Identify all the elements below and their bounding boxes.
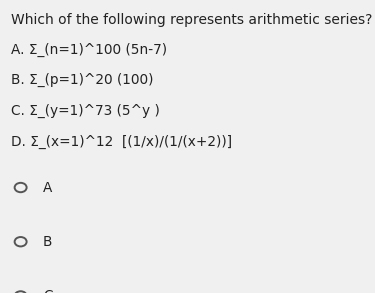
- Text: C. Σ_(y=1)^73 (5^y ): C. Σ_(y=1)^73 (5^y ): [11, 104, 160, 118]
- Text: A: A: [43, 180, 52, 195]
- Text: A. Σ_(n=1)^100 (5n-7): A. Σ_(n=1)^100 (5n-7): [11, 42, 167, 57]
- Text: D. Σ_(x=1)^12  [(1/x)/(1/(x+2))]: D. Σ_(x=1)^12 [(1/x)/(1/(x+2))]: [11, 135, 232, 149]
- Text: C: C: [43, 289, 52, 293]
- Text: Which of the following represents arithmetic series?: Which of the following represents arithm…: [11, 13, 373, 27]
- Text: B: B: [43, 235, 52, 249]
- Text: B. Σ_(p=1)^20 (100): B. Σ_(p=1)^20 (100): [11, 73, 154, 87]
